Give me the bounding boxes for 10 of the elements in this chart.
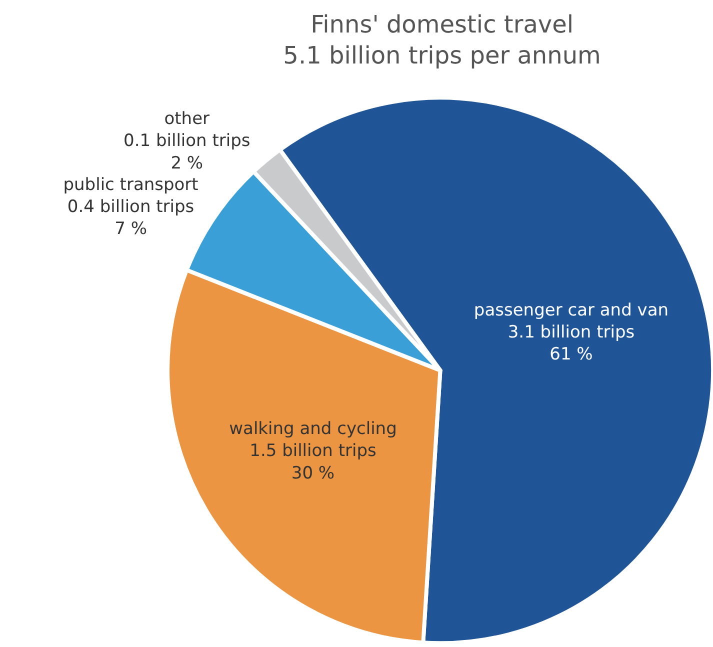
slice-label: walking and cycling: [229, 419, 397, 440]
data-label: 0.4 billion trips 7 %: [67, 196, 194, 240]
data-label: 1.5 billion trips 30 %: [250, 441, 376, 484]
data-label: 0.1 billion trips 2 %: [124, 131, 250, 174]
data-label: 3.1 billion trips 61 %: [508, 322, 635, 364]
slice-label: other: [164, 109, 210, 130]
slice-label: passenger car and van: [474, 300, 669, 320]
chart-subtitle: 5.1 billion trips per annum: [283, 42, 601, 70]
chart-title: Finns' domestic travel: [310, 10, 574, 38]
slice-label: public transport: [63, 174, 199, 195]
